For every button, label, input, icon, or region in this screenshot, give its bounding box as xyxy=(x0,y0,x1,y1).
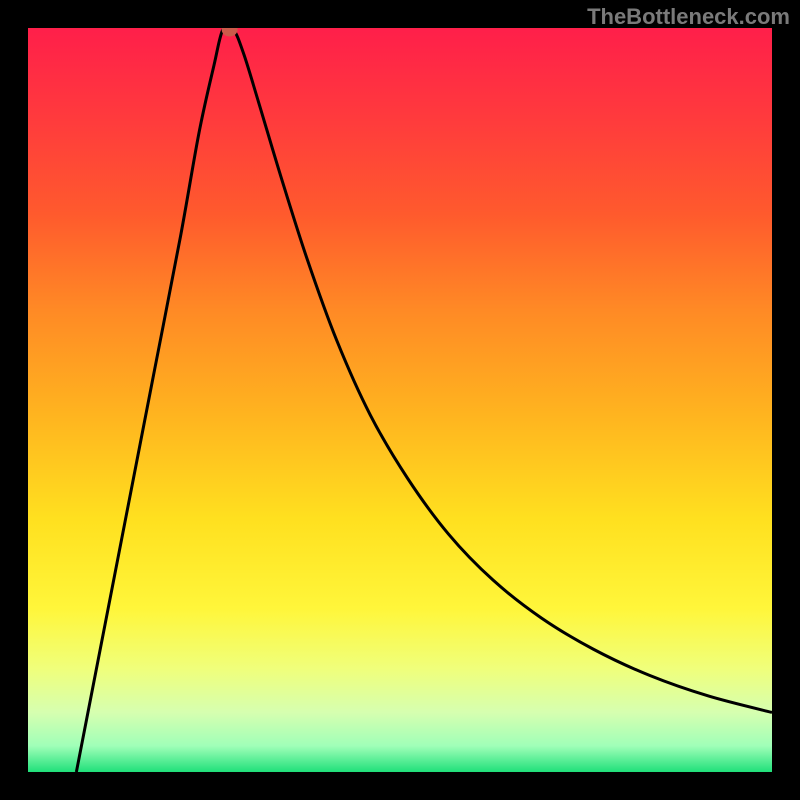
bottleneck-curve xyxy=(28,28,772,772)
chart-container: TheBottleneck.com xyxy=(0,0,800,800)
plot-area xyxy=(28,28,772,772)
watermark-text: TheBottleneck.com xyxy=(587,4,790,30)
